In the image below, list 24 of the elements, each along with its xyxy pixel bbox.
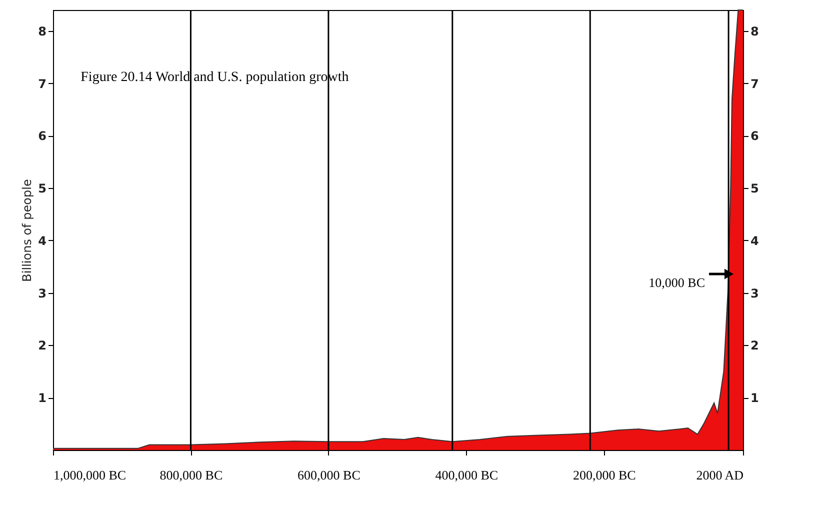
y-axis-title: Billions of people <box>20 179 34 282</box>
y2-tick-label: 5 <box>750 182 759 196</box>
y-tick-label: 5 <box>38 182 46 196</box>
x-tick-label: 600,000 BC <box>298 468 360 482</box>
y-tick-label: 3 <box>38 286 46 300</box>
x-tick-label: 200,000 BC <box>572 468 636 482</box>
y-tick-label: 7 <box>38 76 46 91</box>
y-tick-label: 8 <box>38 24 46 38</box>
x-tick-label: 1,000,000 BC <box>54 468 126 482</box>
x-tick-label: 400,000 BC <box>435 468 498 482</box>
y2-tick-label: 2 <box>750 338 759 353</box>
y2-tick-label: 4 <box>750 234 759 248</box>
y-tick-label: 6 <box>38 129 46 144</box>
y2-tick-label: 3 <box>750 286 759 300</box>
y2-tick-label: 8 <box>750 24 759 38</box>
annotation: 10,000 BC <box>648 274 705 290</box>
y-tick-label: 4 <box>38 234 46 248</box>
y2-tick-label: 6 <box>750 129 759 144</box>
y-tick-label: 1 <box>38 391 46 406</box>
x-tick-label: 2000 AD <box>696 468 744 482</box>
y2-tick-label: 1 <box>750 391 759 406</box>
y2-tick-label: 7 <box>750 76 759 91</box>
y-tick-label: 2 <box>38 338 46 353</box>
x-tick-label: 800,000 BC <box>160 468 223 482</box>
